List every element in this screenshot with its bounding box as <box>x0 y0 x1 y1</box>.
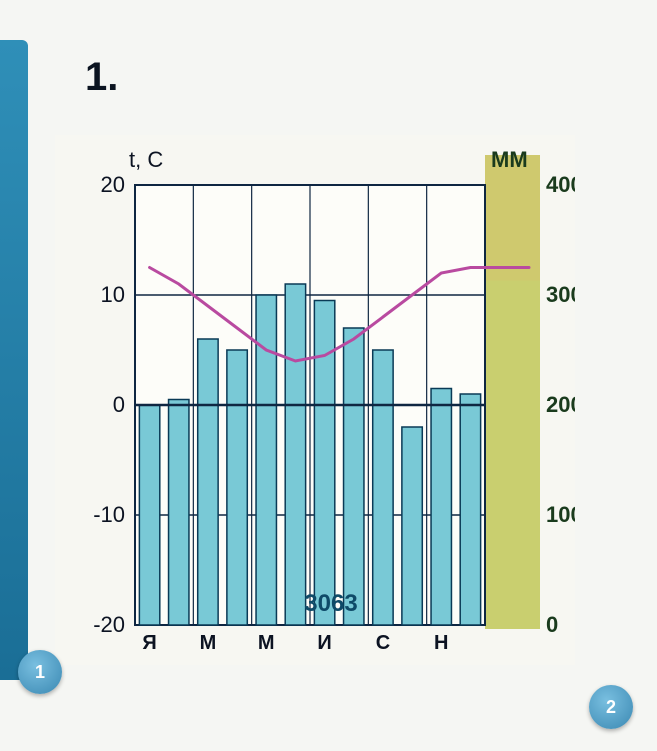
svg-text:MM: MM <box>491 147 528 172</box>
svg-text:0: 0 <box>546 612 558 637</box>
svg-text:М: М <box>258 632 275 654</box>
next-page-button[interactable]: 2 <box>589 685 633 729</box>
svg-text:М: М <box>200 632 217 654</box>
page: 1. -20-10010200100200300400t, CMMЯММИСН3… <box>0 0 657 751</box>
svg-text:10: 10 <box>101 282 125 307</box>
question-number: 1. <box>85 55 118 100</box>
svg-text:Я: Я <box>142 632 156 654</box>
prev-page-button[interactable]: 1 <box>18 650 62 694</box>
svg-text:t, C: t, C <box>129 147 163 172</box>
svg-text:С: С <box>376 632 390 654</box>
svg-text:0: 0 <box>113 392 125 417</box>
svg-text:Н: Н <box>434 632 448 654</box>
svg-text:20: 20 <box>101 172 125 197</box>
svg-text:-10: -10 <box>93 502 125 527</box>
svg-text:-20: -20 <box>93 612 125 637</box>
svg-text:300: 300 <box>546 282 575 307</box>
climograph-chart: -20-10010200100200300400t, CMMЯММИСН3063 <box>55 135 575 665</box>
left-accent-bar <box>0 40 28 680</box>
svg-text:200: 200 <box>546 392 575 417</box>
next-page-label: 2 <box>606 697 616 718</box>
prev-page-label: 1 <box>35 662 45 683</box>
svg-text:3063: 3063 <box>304 590 357 617</box>
svg-text:100: 100 <box>546 502 575 527</box>
svg-text:400: 400 <box>546 172 575 197</box>
climograph-svg: -20-10010200100200300400t, CMMЯММИСН3063 <box>55 135 575 665</box>
svg-text:И: И <box>317 632 331 654</box>
